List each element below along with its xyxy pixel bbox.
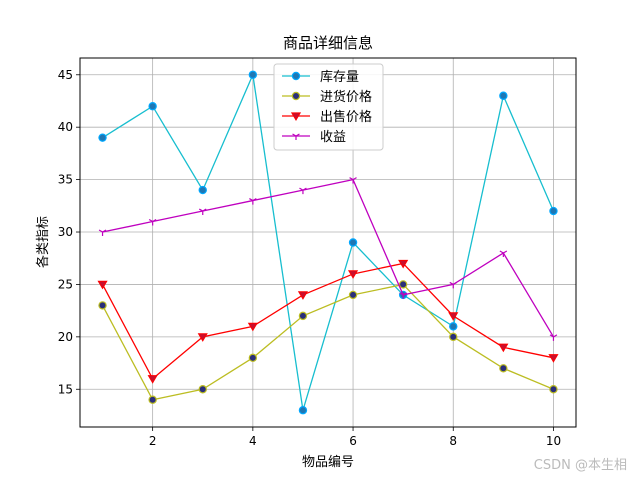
data-point <box>249 198 257 205</box>
series-1 <box>98 70 558 415</box>
data-point <box>247 322 258 332</box>
data-point <box>398 259 409 269</box>
series-line <box>101 262 554 380</box>
data-point <box>148 219 157 226</box>
legend-marker <box>290 112 302 121</box>
data-point <box>299 187 307 195</box>
axes-frame <box>79 57 577 428</box>
x-tick-label: 8 <box>449 434 457 448</box>
data-point <box>348 290 358 300</box>
legend-label: 出售价格 <box>320 109 372 125</box>
data-point <box>248 70 258 79</box>
data-point <box>148 102 157 111</box>
ticks: 2 4 6 8 10 15 20 25 30 35 40 45 <box>58 68 561 448</box>
data-point <box>449 281 458 289</box>
legend-entry: 进货价格 <box>282 89 372 105</box>
series-4 <box>98 177 558 341</box>
y-tick-label: 40 <box>58 120 73 134</box>
data-point <box>499 91 508 100</box>
data-point <box>298 311 308 321</box>
legend-entry: 库存量 <box>282 69 359 85</box>
data-point <box>98 229 107 237</box>
data-point <box>248 353 258 363</box>
legend-label: 收益 <box>320 130 346 145</box>
series-3 <box>97 259 559 384</box>
data-point <box>449 322 458 331</box>
data-point <box>499 250 508 257</box>
x-tick-label: 2 <box>149 434 157 448</box>
data-point <box>549 385 558 394</box>
data-point <box>98 301 107 310</box>
data-point <box>98 133 107 142</box>
data-point <box>348 238 358 247</box>
y-tick-label: 35 <box>58 173 73 187</box>
legend-box <box>273 63 384 151</box>
legend-label: 库存量 <box>320 69 359 85</box>
y-axis-label: 各类指标 <box>35 216 51 268</box>
data-point <box>448 312 459 321</box>
watermark: CSDN @本生相 <box>534 458 627 473</box>
data-point <box>148 395 157 404</box>
data-point <box>399 292 407 299</box>
series-2 <box>98 280 558 404</box>
legend-marker <box>292 133 300 140</box>
legend-label: 进货价格 <box>320 89 372 105</box>
data-point <box>298 406 308 415</box>
y-tick-label: 45 <box>58 68 73 82</box>
legend-entry: 出售价格 <box>282 109 372 125</box>
series-line <box>101 283 554 401</box>
data-point <box>548 354 559 363</box>
data-point <box>498 343 509 353</box>
legend-entry: 收益 <box>282 130 346 145</box>
data-point <box>398 280 408 289</box>
series-line <box>102 178 555 338</box>
data-point <box>549 334 558 341</box>
data-point <box>499 364 508 373</box>
chart-title: 商品详细信息 <box>283 34 373 52</box>
data-point <box>449 332 458 342</box>
data-point <box>297 291 309 300</box>
data-point <box>198 185 207 195</box>
data-point <box>197 333 208 342</box>
x-tick-label: 4 <box>249 434 257 448</box>
data-point <box>347 270 359 279</box>
y-tick-label: 30 <box>58 225 73 239</box>
series-line <box>102 72 555 411</box>
data-point <box>549 206 558 216</box>
x-axis-label: 物品编号 <box>302 455 354 470</box>
data-point <box>349 177 357 184</box>
data-point <box>97 280 108 290</box>
y-tick-label: 15 <box>58 382 73 396</box>
y-tick-label: 25 <box>58 277 73 291</box>
data-point <box>198 385 207 394</box>
series-layer <box>97 70 559 415</box>
x-tick-label: 6 <box>349 434 357 448</box>
data-point <box>198 208 207 216</box>
legend-marker <box>291 71 301 81</box>
legend-marker <box>291 91 301 101</box>
data-point <box>147 375 158 384</box>
x-tick-label: 10 <box>546 434 561 448</box>
y-tick-label: 20 <box>58 330 73 344</box>
